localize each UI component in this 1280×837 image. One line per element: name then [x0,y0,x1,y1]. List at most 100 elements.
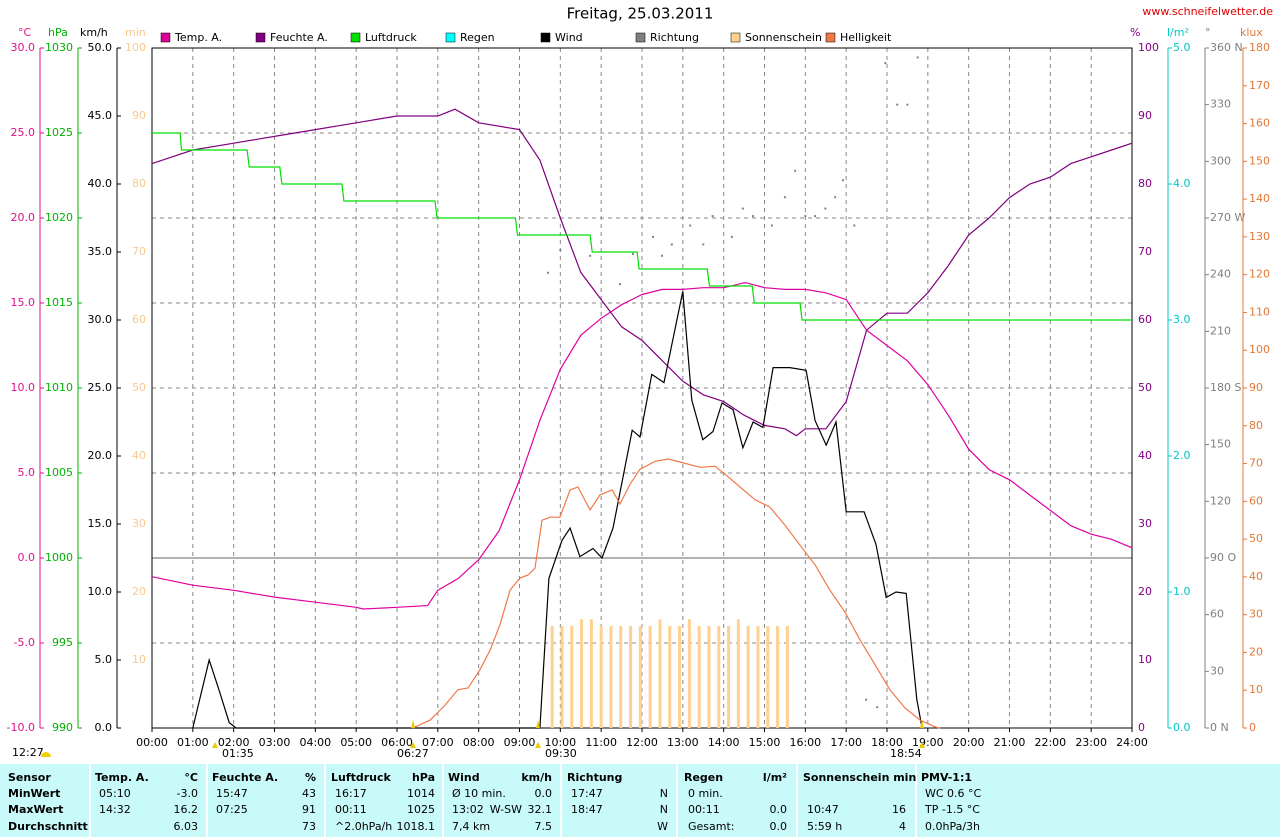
y-tick-label: 40.0 [88,177,113,190]
direction-dot [661,254,664,257]
series-bar [638,626,642,728]
y-tick-label: 1000 [45,551,73,564]
table-cell: 0.0 [535,787,553,800]
x-tick-label: 01:00 [177,736,209,749]
legend-label: Regen [460,31,495,44]
legend-swatch [825,32,836,43]
y-tick-label: 80 [1138,177,1152,190]
series-line [192,291,923,729]
source-link: www.schneifelwetter.de [1142,5,1273,18]
y-tick-label: 0 N [1210,721,1229,734]
y-tick-label: 1.0 [1173,585,1191,598]
direction-dot [906,103,909,106]
x-tick-label: 17:00 [830,736,862,749]
table-cell: 0.0 [770,803,788,816]
direction-dot [730,235,733,238]
table-header: Regen [684,771,723,784]
series-line [152,132,1132,321]
row-label: MinWert [8,787,60,800]
table-cell: 0.0 [770,820,788,833]
legend-swatch [445,32,456,43]
y-tick-label: 80 [132,177,146,190]
y-tick-label: 90 [132,109,146,122]
x-tick-label: 13:00 [667,736,699,749]
series-bar [580,619,584,728]
y-tick-label: 70 [1249,457,1263,470]
table-unit: hPa [412,771,435,784]
series-bar [766,626,770,728]
y-tick-label: 40 [1138,449,1152,462]
y-tick-label: 120 [1249,268,1270,281]
table-cell: W-SW [490,803,522,816]
y-tick-label: -5.0 [14,636,35,649]
series-bar [678,626,682,728]
y-tick-label: 10 [1249,683,1263,696]
y-tick-label: 90 O [1210,551,1236,564]
table-cell: 16 [892,803,906,816]
series-bar [550,626,554,728]
y-tick-label: 170 [1249,79,1270,92]
table-unit: °C [184,771,198,784]
y-tick-label: 5.0 [18,466,36,479]
table-cell: W [657,820,668,833]
y-tick-label: 20 [132,585,146,598]
x-tick-label: 09:00 [504,736,536,749]
table-cell: 6.03 [174,820,199,833]
table-cell: 14:32 [99,803,131,816]
axis-marker [920,720,924,728]
table-cell: 07:25 [216,803,248,816]
table-header: PMV-1:1 [921,771,972,784]
direction-dot [711,215,714,218]
table-cell: 16:17 [335,787,367,800]
table-cell: 1018.1 [397,820,436,833]
y-tick-label: 0 [1138,721,1145,734]
table-cell: 1014 [407,787,435,800]
y-tick-label: 30.0 [11,41,36,54]
direction-dot [783,196,786,199]
table-cell: N [660,803,668,816]
series-bar [658,619,662,728]
y-tick-label: 330 [1210,98,1231,111]
y-tick-label: 40 [1249,570,1263,583]
y-tick-label: 1005 [45,466,73,479]
y-tick-label: 130 [1249,230,1270,243]
y-tick-label: 210 [1210,324,1231,337]
table-header: Sonnenschein min [803,771,916,784]
y-tick-label: 30 [1249,608,1263,621]
row-label: Durchschnitt [8,820,88,833]
table-cell: 00:11 [688,803,720,816]
y-tick-label: 10 [132,653,146,666]
chart-title: Freitag, 25.03.2011 [567,5,714,23]
plot: 00:00 01:00 02:00 03:00 04:00 05:00 06:00 07:00… [7,26,1270,760]
table-cell: 18:47 [571,803,603,816]
y-tick-label: 1025 [45,126,73,139]
legend-swatch [255,32,266,43]
direction-dot [770,224,773,227]
y-tick-label: 30 [132,517,146,530]
y-tick-label: 5.0 [1173,41,1191,54]
table-cell: 0 min. [688,787,723,800]
axis-unit: l/m² [1167,26,1189,39]
table-cell: TP -1.5 °C [924,803,980,816]
direction-dot [547,271,550,274]
direction-dot [884,62,887,65]
y-tick-label: 270 W [1210,211,1245,224]
x-tick-label: 11:00 [585,736,617,749]
table-header: Luftdruck [331,771,392,784]
y-tick-label: 1015 [45,296,73,309]
y-tick-label: -10.0 [7,721,35,734]
y-tick-label: 150 [1210,438,1231,451]
series-line [151,281,1133,610]
y-tick-label: 30.0 [88,313,113,326]
y-tick-label: 160 [1249,117,1270,130]
series-bar [707,626,711,728]
direction-dot [652,235,655,238]
table-unit: % [305,771,316,784]
series-bar [668,626,672,728]
event-marker: 18:54 [890,747,922,760]
y-tick-label: 4.0 [1173,177,1191,190]
direction-dot [794,169,797,172]
x-tick-label: 24:00 [1116,736,1148,749]
y-tick-label: 2.0 [1173,449,1191,462]
table-cell: 0.0hPa/3h [925,820,980,833]
